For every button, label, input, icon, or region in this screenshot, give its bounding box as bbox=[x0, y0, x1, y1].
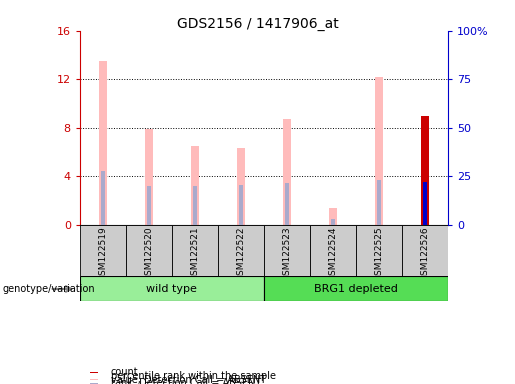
Bar bbox=[423, 182, 427, 225]
Text: GSM122526: GSM122526 bbox=[421, 226, 430, 281]
Text: rank, Detection Call = ABSENT: rank, Detection Call = ABSENT bbox=[111, 378, 261, 384]
Bar bbox=[283, 119, 291, 225]
Bar bbox=[101, 171, 105, 225]
Text: value, Detection Call = ABSENT: value, Detection Call = ABSENT bbox=[111, 374, 266, 384]
Bar bbox=[402, 225, 448, 276]
Bar bbox=[285, 184, 289, 225]
Bar bbox=[310, 225, 356, 276]
Bar bbox=[329, 208, 337, 225]
Bar bbox=[421, 116, 429, 225]
Text: GSM122520: GSM122520 bbox=[144, 226, 153, 281]
Text: GSM122521: GSM122521 bbox=[191, 226, 199, 281]
Bar bbox=[356, 225, 402, 276]
Text: genotype/variation: genotype/variation bbox=[3, 284, 95, 294]
Bar bbox=[264, 276, 448, 301]
Bar bbox=[172, 225, 218, 276]
Text: GSM122519: GSM122519 bbox=[98, 226, 107, 281]
Bar bbox=[193, 186, 197, 225]
Text: GSM122524: GSM122524 bbox=[329, 226, 337, 281]
Text: wild type: wild type bbox=[146, 284, 197, 294]
Bar bbox=[80, 276, 264, 301]
Text: GSM122523: GSM122523 bbox=[282, 226, 291, 281]
Bar bbox=[90, 379, 98, 380]
Bar bbox=[90, 383, 98, 384]
Bar bbox=[99, 61, 107, 225]
Bar bbox=[191, 146, 199, 225]
Text: GDS2156 / 1417906_at: GDS2156 / 1417906_at bbox=[177, 17, 338, 31]
Bar bbox=[126, 225, 172, 276]
Text: BRG1 depleted: BRG1 depleted bbox=[314, 284, 398, 294]
Bar bbox=[80, 225, 126, 276]
Bar bbox=[264, 225, 310, 276]
Bar bbox=[90, 372, 98, 373]
Bar bbox=[145, 129, 153, 225]
Bar bbox=[239, 185, 243, 225]
Bar bbox=[331, 218, 335, 225]
Bar bbox=[377, 180, 381, 225]
Bar bbox=[218, 225, 264, 276]
Bar bbox=[147, 186, 151, 225]
Text: count: count bbox=[111, 367, 139, 377]
Text: GSM122522: GSM122522 bbox=[236, 226, 246, 281]
Bar bbox=[375, 77, 383, 225]
Bar bbox=[237, 148, 245, 225]
Text: percentile rank within the sample: percentile rank within the sample bbox=[111, 371, 276, 381]
Text: GSM122525: GSM122525 bbox=[374, 226, 384, 281]
